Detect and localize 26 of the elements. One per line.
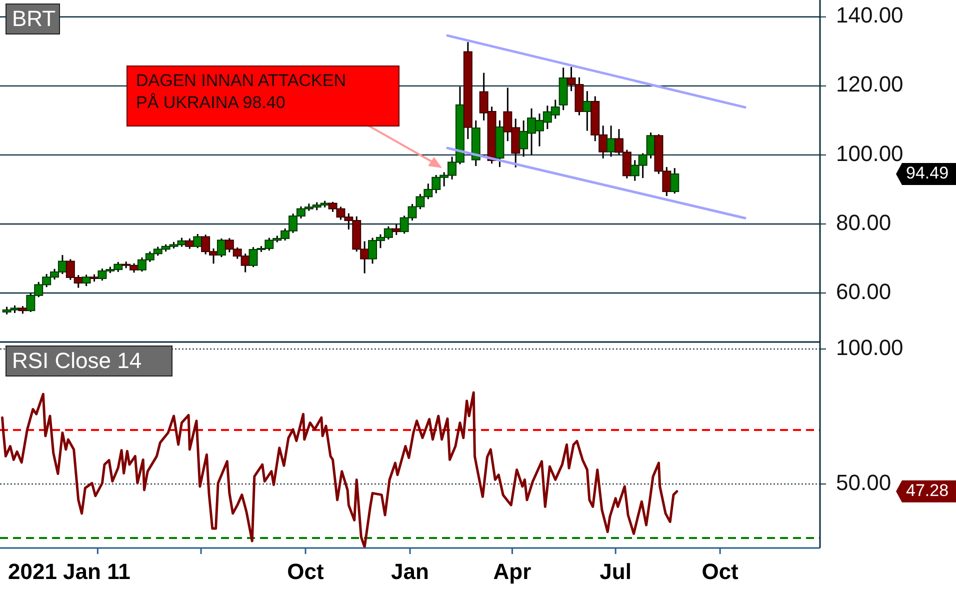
candlestick <box>82 274 91 287</box>
y-tick-label: 50.00 <box>836 470 892 495</box>
text: 2021 Jan 11 <box>8 559 130 584</box>
candlestick <box>606 124 616 158</box>
y-tick-label: 140.00 <box>836 2 904 28</box>
annotation: DAGEN INNAN ATTACKEN PÅ UKRAINA 98.40 <box>136 71 346 112</box>
chart-title: BRT <box>12 6 56 31</box>
candlestick <box>582 90 592 132</box>
y-tick-label: 100.00 <box>836 334 904 360</box>
y-tick-label: 120.00 <box>836 72 904 97</box>
line-series <box>1 391 678 548</box>
x-tick-label: Jan <box>391 559 429 584</box>
y-tick-label: 60.00 <box>836 278 892 304</box>
candlestick <box>216 238 226 258</box>
x-tick-label: Oct <box>702 559 740 584</box>
x-tick-label: Oct <box>287 559 325 584</box>
chart-title: RSI Close 14 <box>12 348 142 373</box>
candlestick <box>670 167 680 194</box>
y-tick-label: 80.00 <box>836 210 892 235</box>
text: 94.49 <box>906 163 949 182</box>
candlestick <box>185 238 194 250</box>
y-tick-label: 100.00 <box>836 140 904 166</box>
text: 47.28 <box>906 480 949 500</box>
x-tick-label: Apr <box>493 559 532 584</box>
x-tick-label: Jul <box>600 559 632 584</box>
candlestick <box>193 233 202 249</box>
